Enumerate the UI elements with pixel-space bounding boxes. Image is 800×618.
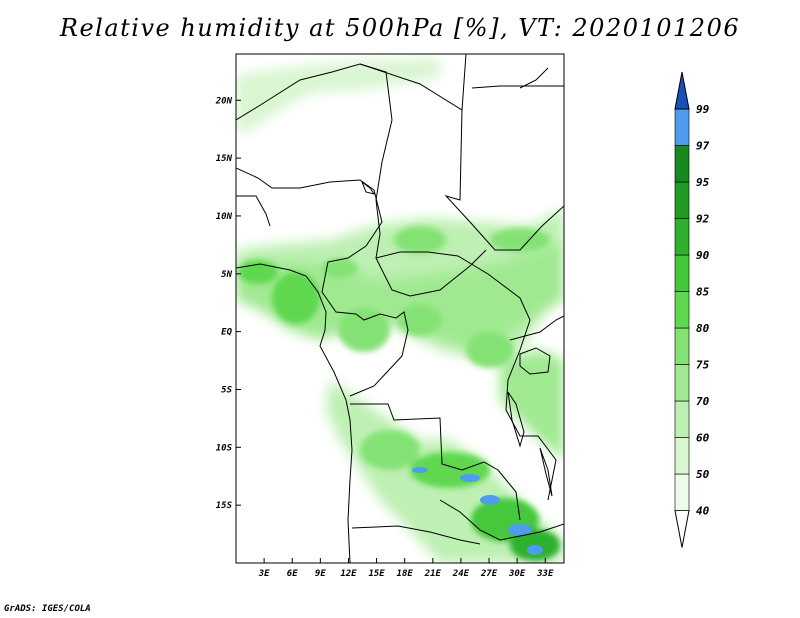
colorbar-segment: [674, 218, 690, 256]
lon-tick-label: 33E: [536, 569, 554, 579]
lon-tick-label: 18E: [397, 569, 414, 579]
saturated-5: [527, 545, 543, 555]
colorbar-label: 85: [696, 286, 710, 299]
lon-tick-label: 3E: [258, 569, 270, 579]
colorbar-label: 70: [696, 395, 710, 408]
core-car: [394, 226, 446, 254]
colorbar-segment: [674, 145, 690, 183]
lon-tick-label: 24E: [452, 569, 470, 579]
longitude-axis: 3E 6E 9E 12E 15E 18E 21E 24E 27E 30E 33E: [258, 558, 554, 579]
colorbar-label: 60: [696, 432, 710, 445]
colorbar-top-arrow: [674, 71, 690, 110]
border-algeria-mali: [236, 63, 393, 163]
colorbar-segment: [674, 291, 690, 329]
lat-tick-label: 10N: [216, 212, 233, 222]
colorbar-segment: [674, 473, 690, 511]
lat-tick-label: 15S: [216, 501, 233, 511]
moist-band-north: [236, 58, 440, 135]
colorbar-segment: [674, 364, 690, 402]
border-drc-east: [505, 349, 557, 501]
border-zambia-zimbabwe: [439, 499, 564, 541]
lake-malawi: [539, 447, 553, 497]
saturated-1: [412, 467, 428, 473]
border-angola-namibia: [351, 525, 481, 545]
colorbar-label: 95: [696, 176, 710, 189]
lon-tick-label: 12E: [340, 569, 357, 579]
colorbar-segment: [674, 400, 690, 438]
core-gabon: [272, 272, 320, 324]
lat-tick-label: EQ: [221, 328, 232, 338]
mediterranean-coast: [471, 85, 564, 89]
lat-tick-label: 5S: [221, 385, 232, 395]
core-angola: [360, 430, 420, 470]
colorbar: 40 50 60 70 75 80 85 90 92 95 97 99: [674, 71, 710, 548]
colorbar-label: 90: [696, 249, 710, 262]
lon-tick-label: 27E: [480, 569, 498, 579]
colorbar-segment: [674, 108, 690, 146]
border-mali-burkina: [236, 195, 271, 227]
lon-tick-label: 30E: [508, 569, 526, 579]
coastline-west: [236, 263, 353, 563]
lat-tick-label: 10S: [216, 443, 233, 453]
colorbar-segment: [674, 437, 690, 475]
lat-tick-label: 5N: [221, 270, 232, 280]
lon-tick-label: 6E: [287, 569, 298, 579]
core-congo: [338, 308, 390, 352]
lat-tick-label: 20N: [215, 96, 233, 106]
moist-band-central: [236, 240, 564, 350]
core-uganda: [466, 332, 514, 368]
border-drc-angola: [350, 403, 521, 521]
moist-patch-east: [500, 350, 564, 460]
saturated-4: [508, 524, 532, 536]
core-cameroon: [322, 258, 358, 278]
border-niger-nigeria: [236, 167, 383, 293]
core-drc: [398, 304, 442, 336]
lake-tanganyika: [507, 391, 525, 448]
border-congo-gabon: [321, 291, 409, 397]
latitude-axis: 20N 15N 10N 5N EQ 5S 10S 15S: [215, 96, 241, 511]
political-boundaries: [236, 54, 564, 563]
core-nw: [238, 260, 278, 284]
lake-chad: [360, 180, 376, 195]
saturated-3: [480, 495, 500, 505]
humidity-field: [236, 54, 564, 563]
border-chad: [375, 161, 487, 297]
plot-frame: [235, 53, 565, 564]
map-title: Relative humidity at 500hPa [%], VT: 202…: [59, 14, 741, 42]
colorbar-label: 75: [696, 359, 710, 372]
colorbar-label: 92: [696, 213, 710, 226]
grads-credit: GrADS: IGES/COLA: [4, 604, 91, 614]
lon-tick-label: 15E: [368, 569, 385, 579]
border-kenya-uganda: [509, 315, 564, 341]
core-sudan: [490, 228, 550, 252]
colorbar-label: 50: [696, 468, 710, 481]
border-libya-niger: [359, 54, 467, 111]
colorbar-label: 40: [696, 505, 710, 518]
red-sea-coast: [519, 67, 549, 89]
colorbar-label: 97: [696, 140, 710, 153]
lat-tick-label: 15N: [216, 154, 233, 164]
lon-tick-label: 9E: [315, 569, 326, 579]
colorbar-segment: [674, 181, 690, 219]
colorbar-label: 99: [696, 103, 710, 116]
border-car-drc: [375, 251, 531, 351]
saturated-patches: [412, 467, 543, 555]
lon-tick-label: 21E: [424, 569, 442, 579]
border-egypt-sudan: [444, 109, 564, 251]
colorbar-bottom-arrow: [674, 510, 690, 548]
lake-victoria: [519, 347, 551, 375]
colorbar-label: 80: [696, 322, 710, 335]
colorbar-segment: [674, 327, 690, 365]
colorbar-segment: [674, 254, 690, 292]
saturated-2: [460, 474, 480, 482]
